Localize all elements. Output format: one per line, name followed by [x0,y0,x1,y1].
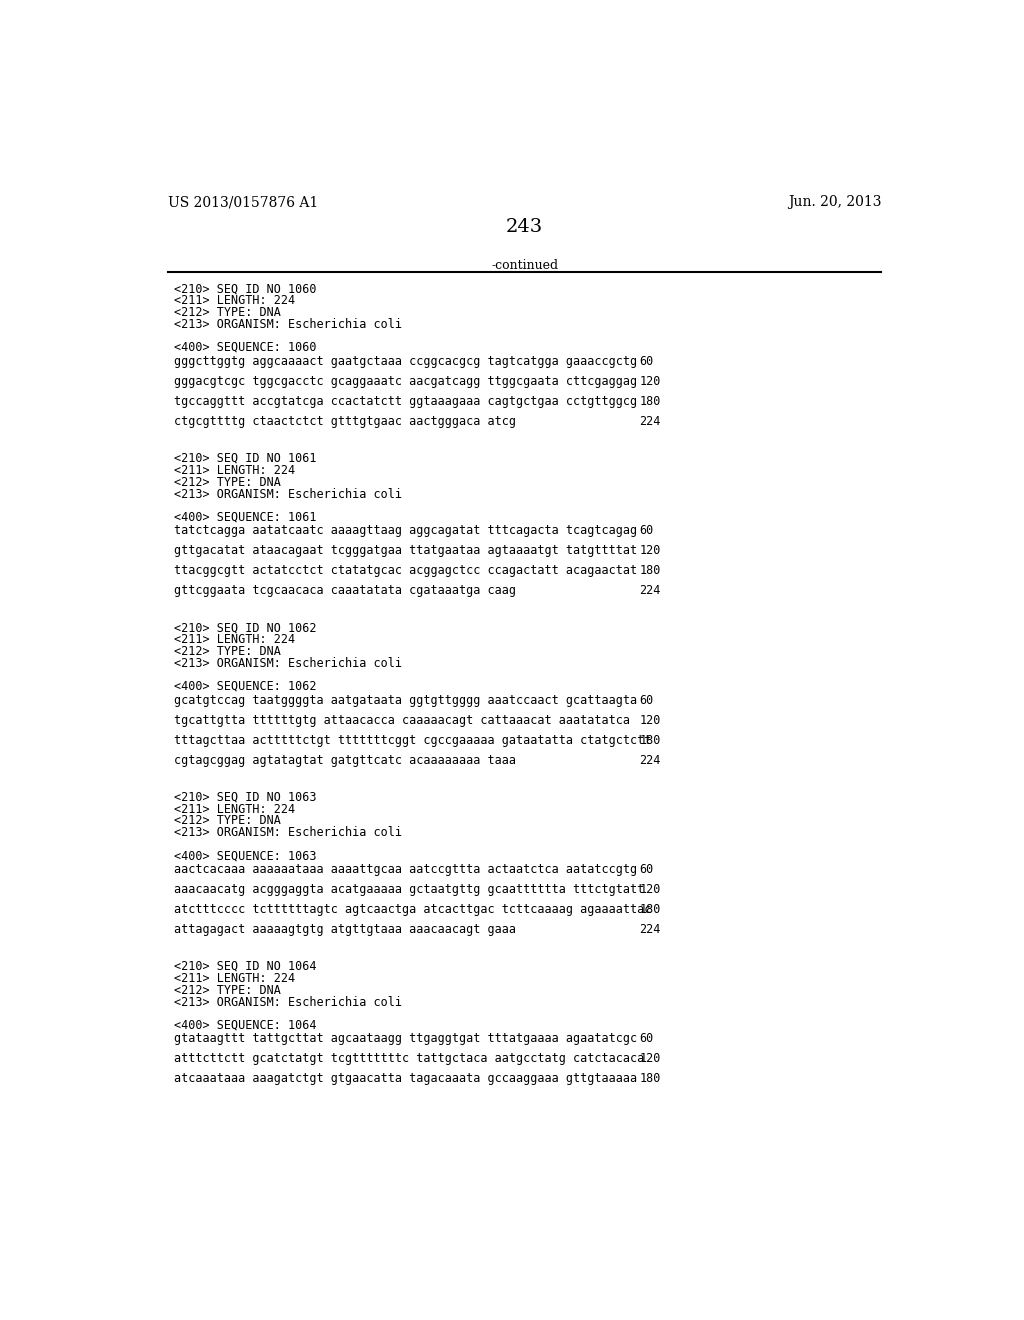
Text: 120: 120 [640,375,660,388]
Text: ttacggcgtt actatcctct ctatatgcac acggagctcc ccagactatt acagaactat: ttacggcgtt actatcctct ctatatgcac acggagc… [174,564,638,577]
Text: 60: 60 [640,693,653,706]
Text: <210> SEQ ID NO 1061: <210> SEQ ID NO 1061 [174,451,317,465]
Text: <400> SEQUENCE: 1064: <400> SEQUENCE: 1064 [174,1019,317,1031]
Text: <213> ORGANISM: Escherichia coli: <213> ORGANISM: Escherichia coli [174,318,402,331]
Text: gttgacatat ataacagaat tcgggatgaa ttatgaataa agtaaaatgt tatgttttat: gttgacatat ataacagaat tcgggatgaa ttatgaa… [174,544,638,557]
Text: atctttcccc tcttttttagtc agtcaactga atcacttgac tcttcaaaag agaaaattac: atctttcccc tcttttttagtc agtcaactga atcac… [174,903,652,916]
Text: ctgcgttttg ctaactctct gtttgtgaac aactgggaca atcg: ctgcgttttg ctaactctct gtttgtgaac aactggg… [174,414,516,428]
Text: <210> SEQ ID NO 1062: <210> SEQ ID NO 1062 [174,622,317,634]
Text: gggcttggtg aggcaaaact gaatgctaaa ccggcacgcg tagtcatgga gaaaccgctg: gggcttggtg aggcaaaact gaatgctaaa ccggcac… [174,355,638,368]
Text: 60: 60 [640,355,653,368]
Text: Jun. 20, 2013: Jun. 20, 2013 [787,195,882,210]
Text: <210> SEQ ID NO 1064: <210> SEQ ID NO 1064 [174,960,317,973]
Text: 180: 180 [640,734,660,747]
Text: gttcggaata tcgcaacaca caaatatata cgataaatga caag: gttcggaata tcgcaacaca caaatatata cgataaa… [174,585,516,597]
Text: 224: 224 [640,585,660,597]
Text: <212> TYPE: DNA: <212> TYPE: DNA [174,983,282,997]
Text: 120: 120 [640,714,660,726]
Text: 120: 120 [640,1052,660,1065]
Text: gtataagttt tattgcttat agcaataagg ttgaggtgat tttatgaaaa agaatatcgc: gtataagttt tattgcttat agcaataagg ttgaggt… [174,1032,638,1045]
Text: <400> SEQUENCE: 1061: <400> SEQUENCE: 1061 [174,511,317,523]
Text: 180: 180 [640,1072,660,1085]
Text: 224: 224 [640,414,660,428]
Text: US 2013/0157876 A1: US 2013/0157876 A1 [168,195,318,210]
Text: <211> LENGTH: 224: <211> LENGTH: 224 [174,294,296,308]
Text: 120: 120 [640,883,660,896]
Text: tgccaggttt accgtatcga ccactatctt ggtaaagaaa cagtgctgaa cctgttggcg: tgccaggttt accgtatcga ccactatctt ggtaaag… [174,395,638,408]
Text: 60: 60 [640,863,653,876]
Text: 180: 180 [640,564,660,577]
Text: <210> SEQ ID NO 1063: <210> SEQ ID NO 1063 [174,791,317,804]
Text: tttagcttaa actttttctgt tttttttcggt cgccgaaaaa gataatatta ctatgctctt: tttagcttaa actttttctgt tttttttcggt cgccg… [174,734,652,747]
Text: 120: 120 [640,544,660,557]
Text: <400> SEQUENCE: 1060: <400> SEQUENCE: 1060 [174,341,317,354]
Text: tgcattgtta ttttttgtg attaacacca caaaaacagt cattaaacat aaatatatca: tgcattgtta ttttttgtg attaacacca caaaaaca… [174,714,631,726]
Text: 224: 224 [640,754,660,767]
Text: <210> SEQ ID NO 1060: <210> SEQ ID NO 1060 [174,282,317,296]
Text: aactcacaaa aaaaaataaa aaaattgcaa aatccgttta actaatctca aatatccgtg: aactcacaaa aaaaaataaa aaaattgcaa aatccgt… [174,863,638,876]
Text: <213> ORGANISM: Escherichia coli: <213> ORGANISM: Escherichia coli [174,657,402,671]
Text: 60: 60 [640,524,653,537]
Text: 180: 180 [640,903,660,916]
Text: 180: 180 [640,395,660,408]
Text: attagagact aaaaagtgtg atgttgtaaa aaacaacagt gaaa: attagagact aaaaagtgtg atgttgtaaa aaacaac… [174,923,516,936]
Text: <211> LENGTH: 224: <211> LENGTH: 224 [174,463,296,477]
Text: <213> ORGANISM: Escherichia coli: <213> ORGANISM: Escherichia coli [174,995,402,1008]
Text: <400> SEQUENCE: 1063: <400> SEQUENCE: 1063 [174,849,317,862]
Text: gggacgtcgc tggcgacctc gcaggaaatc aacgatcagg ttggcgaata cttcgaggag: gggacgtcgc tggcgacctc gcaggaaatc aacgatc… [174,375,638,388]
Text: <212> TYPE: DNA: <212> TYPE: DNA [174,814,282,828]
Text: <212> TYPE: DNA: <212> TYPE: DNA [174,475,282,488]
Text: <400> SEQUENCE: 1062: <400> SEQUENCE: 1062 [174,680,317,693]
Text: <211> LENGTH: 224: <211> LENGTH: 224 [174,634,296,645]
Text: 224: 224 [640,923,660,936]
Text: <213> ORGANISM: Escherichia coli: <213> ORGANISM: Escherichia coli [174,487,402,500]
Text: <212> TYPE: DNA: <212> TYPE: DNA [174,306,282,319]
Text: cgtagcggag agtatagtat gatgttcatc acaaaaaaaa taaa: cgtagcggag agtatagtat gatgttcatc acaaaaa… [174,754,516,767]
Text: tatctcagga aatatcaatc aaaagttaag aggcagatat tttcagacta tcagtcagag: tatctcagga aatatcaatc aaaagttaag aggcaga… [174,524,638,537]
Text: 60: 60 [640,1032,653,1045]
Text: <211> LENGTH: 224: <211> LENGTH: 224 [174,803,296,816]
Text: 243: 243 [506,218,544,236]
Text: <212> TYPE: DNA: <212> TYPE: DNA [174,645,282,659]
Text: gcatgtccag taatggggta aatgataata ggtgttgggg aaatccaact gcattaagta: gcatgtccag taatggggta aatgataata ggtgttg… [174,693,638,706]
Text: atttcttctt gcatctatgt tcgtttttttc tattgctaca aatgcctatg catctacaca: atttcttctt gcatctatgt tcgtttttttc tattgc… [174,1052,645,1065]
Text: <213> ORGANISM: Escherichia coli: <213> ORGANISM: Escherichia coli [174,826,402,840]
Text: <211> LENGTH: 224: <211> LENGTH: 224 [174,972,296,985]
Text: aaacaacatg acgggaggta acatgaaaaa gctaatgttg gcaatttttta tttctgtatt: aaacaacatg acgggaggta acatgaaaaa gctaatg… [174,883,645,896]
Text: -continued: -continued [492,259,558,272]
Text: atcaaataaa aaagatctgt gtgaacatta tagacaaata gccaaggaaa gttgtaaaaa: atcaaataaa aaagatctgt gtgaacatta tagacaa… [174,1072,638,1085]
